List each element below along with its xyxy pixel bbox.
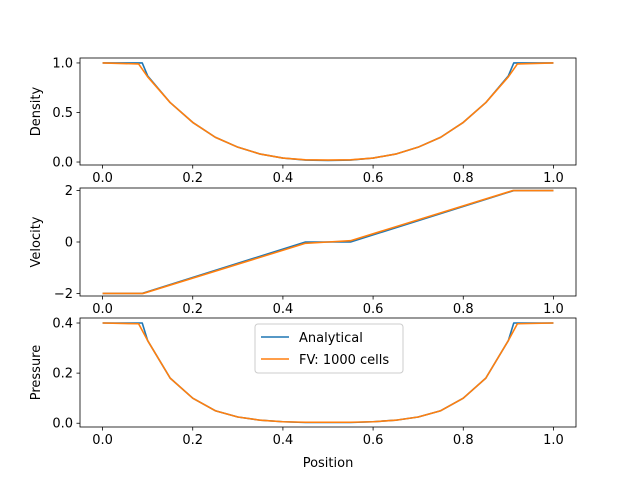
x-tick-label-panel-3: 0.0	[92, 433, 113, 448]
series-line-fv-panel-3	[102, 322, 554, 424]
x-tick-label-panel-2: 0.4	[273, 302, 294, 317]
x-tick-label-panel-2: 0.6	[363, 302, 384, 317]
x-tick-label-panel-1: 0.6	[363, 171, 384, 186]
legend-label-fv: FV: 1000 cells	[299, 353, 389, 368]
y-axis-label-panel-1: Density	[29, 86, 44, 136]
x-tick-label-panel-2: 1.0	[543, 302, 564, 317]
y-tick-label-panel-3: 0.4	[52, 317, 73, 332]
y-tick-label-panel-1: 1.0	[52, 56, 73, 71]
axes-frame-panel-3	[79, 317, 577, 428]
x-tick-label-panel-3: 0.6	[363, 433, 384, 448]
y-tick-label-panel-3: 0.2	[52, 367, 73, 382]
x-tick-label-panel-1: 0.2	[182, 171, 203, 186]
x-tick-label-panel-1: 0.0	[92, 171, 113, 186]
x-tick-label-panel-3: 1.0	[543, 433, 564, 448]
x-tick-label-panel-3: 0.4	[273, 433, 294, 448]
x-tick-label-panel-1: 1.0	[543, 171, 564, 186]
x-tick-label-panel-3: 0.8	[453, 433, 474, 448]
y-axis-label-panel-2: Velocity	[29, 216, 44, 267]
y-tick-label-panel-2: −2	[54, 287, 73, 302]
panel-1: 0.0 0.2 0.4 0.6 0.8 1.0 0.0 0.5 1.0 Density	[29, 56, 577, 186]
legend-label-analytical: Analytical	[299, 331, 363, 346]
panels: 0.0 0.2 0.4 0.6 0.8 1.0 0.0 0.5 1.0 Density 0.0 0.2…	[29, 56, 577, 448]
y-tick-label-panel-2: 0	[65, 236, 73, 251]
y-tick-label-panel-1: 0.5	[52, 106, 73, 121]
legend-box	[254, 323, 404, 374]
y-tick-label-panel-3: 0.0	[52, 417, 73, 432]
legend: Analytical FV: 1000 cells	[254, 323, 404, 374]
panel-3: 0.0 0.2 0.4 0.6 0.8 1.0 0.0 0.2 0.4 Pressure	[29, 317, 577, 448]
x-tick-label-panel-1: 0.8	[453, 171, 474, 186]
x-tick-label-panel-2: 0.2	[182, 302, 203, 317]
x-tick-label-panel-3: 0.2	[182, 433, 203, 448]
x-tick-label-panel-2: 0.0	[92, 302, 113, 317]
series-line-fv-panel-2	[102, 189, 554, 295]
panel-2: 0.0 0.2 0.4 0.6 0.8 1.0 −2 0 2 Velocity	[29, 184, 577, 317]
y-tick-label-panel-1: 0.0	[52, 156, 73, 171]
x-tick-label-panel-1: 0.4	[273, 171, 294, 186]
x-tick-label-panel-2: 0.8	[453, 302, 474, 317]
y-tick-label-panel-2: 2	[65, 184, 73, 199]
axes-frame-panel-1	[79, 57, 577, 166]
series-line-fv-panel-1	[102, 62, 554, 161]
x-axis-label: Position	[303, 456, 354, 471]
y-axis-label-panel-3: Pressure	[29, 345, 44, 401]
